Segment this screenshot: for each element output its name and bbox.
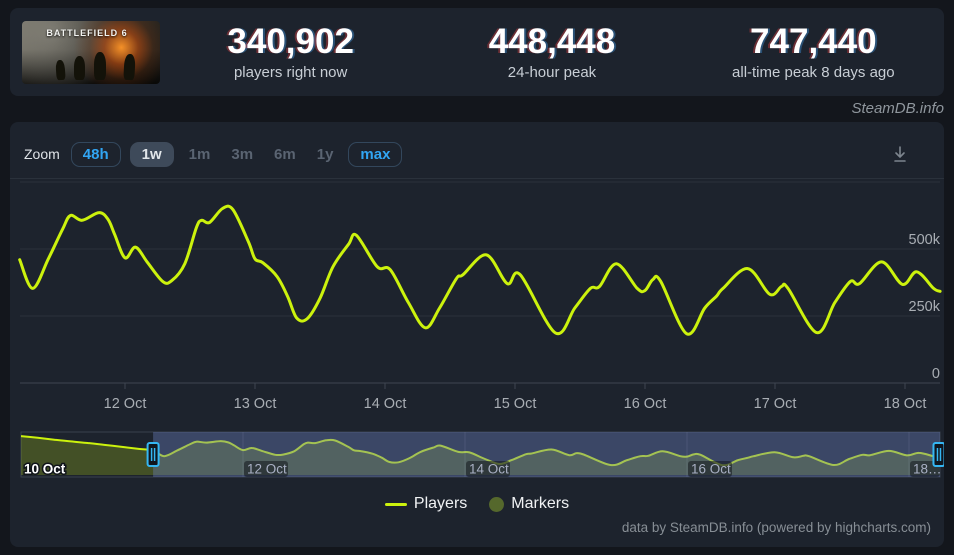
players-line-swatch	[384, 502, 407, 506]
chart-panel: Zoom 48h 1w 1m 3m 6m 1y max 500k 250k 0 12 Oct 13 …	[10, 122, 944, 547]
navigator-right-handle[interactable]	[932, 442, 944, 467]
y-axis-label-0: 0	[932, 366, 940, 382]
x-axis-label-16-Oct: 16 Oct	[624, 396, 667, 412]
zoom-button-3m[interactable]: 3m	[225, 142, 259, 167]
game-title: BATTLEFIELD 6	[46, 27, 128, 38]
game-capsule-image[interactable]: BATTLEFIELD 6	[22, 20, 160, 84]
navigator-line	[21, 435, 940, 467]
x-axis-label-12-Oct: 12 Oct	[104, 396, 147, 412]
nav-label-bg	[910, 461, 940, 477]
alltime-peak-value: 747,440	[750, 21, 877, 61]
stats-row: 340,902 players right now 448,448 24-hou…	[160, 21, 944, 82]
nav-label-bg	[466, 461, 510, 477]
24h-peak-label: 24-hour peak	[507, 64, 597, 82]
navigator-label-12: 12 Oct	[247, 462, 287, 477]
navigator-label-10: 10 Oct	[24, 462, 66, 477]
zoom-toolbar: Zoom 48h 1w 1m 3m 6m 1y max	[24, 139, 930, 169]
chart-legend: Players Markers	[10, 493, 944, 515]
toolbar-divider	[10, 178, 944, 179]
x-axis-label-14-Oct: 14 Oct	[364, 396, 407, 412]
x-axis-label-13-Oct: 13 Oct	[234, 396, 277, 412]
navigator-label-14: 14 Oct	[469, 462, 509, 477]
zoom-button-1y[interactable]: 1y	[311, 142, 340, 167]
players-chart: 500k 250k 0 12 Oct 13 Oct 14 Oct 15 Oct 16 Oct 1…	[18, 181, 944, 478]
navigator[interactable]: 10 Oct 12 Oct 14 Oct 16 Oct 18…	[20, 431, 944, 478]
zoom-button-1w[interactable]: 1w	[129, 141, 174, 167]
current-players-label: players right now	[233, 64, 348, 82]
stat-alltime-peak: 747,440 all-time peak 8 days ago	[683, 21, 944, 82]
y-axis-label-250k: 250k	[909, 299, 941, 315]
navigator-label-16: 16 Oct	[691, 462, 731, 477]
x-axis-label-17-Oct: 17 Oct	[754, 396, 797, 412]
zoom-buttons: 48h 1w 1m 3m 6m 1y max	[70, 141, 403, 167]
nav-label-bg	[244, 461, 288, 477]
zoom-button-max[interactable]: max	[348, 141, 403, 167]
credits-text: data by SteamDB.info (powered by highcha…	[621, 520, 931, 535]
zoom-button-1m[interactable]: 1m	[183, 142, 217, 167]
download-icon[interactable]	[886, 140, 914, 168]
legend-players-label: Players	[413, 495, 468, 512]
24h-peak-value: 448,448	[488, 21, 616, 61]
steamdb-watermark: SteamDB.info	[851, 100, 944, 117]
legend-item-players[interactable]: Players	[384, 495, 468, 513]
x-axis-label-15-Oct: 15 Oct	[494, 396, 537, 412]
stat-24h-peak: 448,448 24-hour peak	[421, 21, 682, 82]
players-series-line	[18, 204, 942, 336]
stat-current-players: 340,902 players right now	[160, 21, 421, 82]
zoom-button-6m[interactable]: 6m	[268, 142, 302, 167]
navigator-left-handle[interactable]	[146, 442, 160, 467]
zoom-button-48h[interactable]: 48h	[70, 141, 121, 167]
nav-label-bg	[688, 461, 732, 477]
legend-markers-label: Markers	[511, 495, 570, 512]
current-players-value: 340,902	[227, 21, 354, 61]
header-panel: BATTLEFIELD 6 340,902 players right now …	[10, 8, 944, 96]
zoom-label: Zoom	[24, 146, 60, 162]
x-axis-label-18-Oct: 18 Oct	[884, 396, 927, 412]
capsule-art	[55, 59, 66, 80]
y-axis-label-500k: 500k	[909, 232, 941, 248]
markers-circle-swatch	[489, 496, 505, 512]
alltime-peak-label: all-time peak 8 days ago	[732, 64, 895, 82]
legend-item-markers[interactable]: Markers	[489, 495, 569, 513]
